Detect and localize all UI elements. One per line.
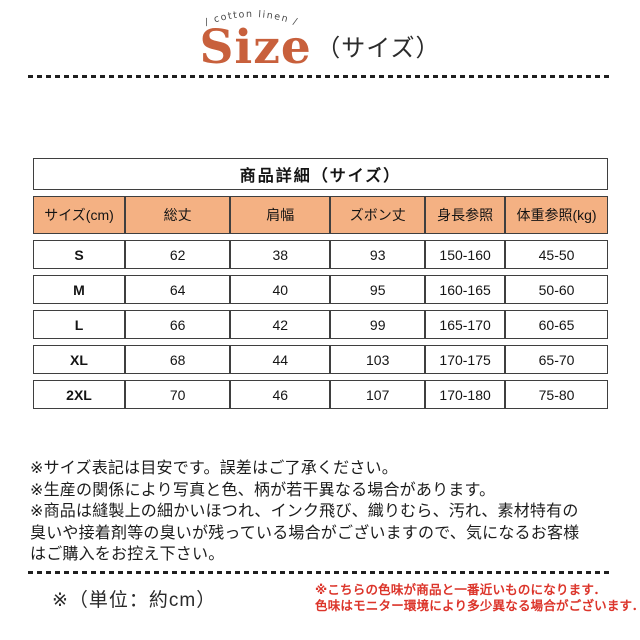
table-row: S 62 38 93 150-160 45-50 xyxy=(33,240,608,269)
value-cell: 170-180 xyxy=(425,380,506,409)
value-cell: 45-50 xyxy=(505,240,608,269)
value-cell: 150-160 xyxy=(425,240,506,269)
value-cell: 103 xyxy=(330,345,426,374)
value-cell: 160-165 xyxy=(425,275,506,304)
value-cell: 165-170 xyxy=(425,310,506,339)
value-cell: 60-65 xyxy=(505,310,608,339)
column-header: 肩幅 xyxy=(230,196,331,234)
dashed-divider-top xyxy=(28,75,612,78)
note-line: はご購入をお控え下さい。 xyxy=(30,546,225,563)
column-header: 身長参照 xyxy=(425,196,506,234)
size-label-cell: S xyxy=(33,240,125,269)
size-label-cell: M xyxy=(33,275,125,304)
value-cell: 66 xyxy=(125,310,231,339)
value-cell: 170-175 xyxy=(425,345,506,374)
page-title: Size xyxy=(199,20,312,75)
table-row: 2XL 70 46 107 170-180 75-80 xyxy=(33,380,608,409)
value-cell: 95 xyxy=(330,275,426,304)
unit-note: ※（単位：約cm） xyxy=(52,590,217,611)
value-cell: 68 xyxy=(125,345,231,374)
size-label-cell: L xyxy=(33,310,125,339)
color-note-line: ※こちらの色味が商品と一番近いものになります． xyxy=(315,583,607,597)
note-line: 臭いや接着剤等の臭いが残っている場合がございますので、気になるお客様 xyxy=(30,524,580,542)
table-row: M 64 40 95 160-165 50-60 xyxy=(33,275,608,304)
column-header: 総丈 xyxy=(125,196,231,234)
dashed-divider-footer xyxy=(28,571,612,574)
value-cell: 64 xyxy=(125,275,231,304)
note-line: ※商品は縫製上の細かいほつれ、インク飛び、織りむら、汚れ、素材特有の xyxy=(30,503,579,520)
size-label-cell: 2XL xyxy=(33,380,125,409)
value-cell: 40 xyxy=(230,275,331,304)
value-cell: 107 xyxy=(330,380,426,409)
table-row: XL 68 44 103 170-175 65-70 xyxy=(33,345,608,374)
value-cell: 65-70 xyxy=(505,345,608,374)
color-disclaimer: ※こちらの色味が商品と一番近いものになります． 色味はモニター環境により多少異なる… xyxy=(315,583,640,614)
table-row: L 66 42 99 165-170 60-65 xyxy=(33,310,608,339)
value-cell: 42 xyxy=(230,310,331,339)
table-title-row: 商品詳細（サイズ） xyxy=(33,158,608,190)
value-cell: 93 xyxy=(330,240,426,269)
value-cell: 75-80 xyxy=(505,380,608,409)
column-header: サイズ(cm) xyxy=(33,196,125,234)
cotton-linen-arc-decoration: / cotton linen / xyxy=(203,9,299,28)
column-header: ズボン丈 xyxy=(330,196,426,234)
size-label-cell: XL xyxy=(33,345,125,374)
value-cell: 99 xyxy=(330,310,426,339)
value-cell: 70 xyxy=(125,380,231,409)
value-cell: 38 xyxy=(230,240,331,269)
table-header-row: サイズ(cm) 総丈 肩幅 ズボン丈 身長参照 体重参照(kg) xyxy=(33,196,608,234)
color-note-line: 色味はモニター環境により多少異なる場合がございます． xyxy=(315,598,640,613)
arc-text: / cotton linen / xyxy=(203,9,299,28)
value-cell: 62 xyxy=(125,240,231,269)
page-title-kana: （サイズ） xyxy=(316,35,441,62)
value-cell: 50-60 xyxy=(505,275,608,304)
page-header: / cotton linen / Size （サイズ） xyxy=(0,0,640,71)
note-line: ※サイズ表記は目安です。誤差はご了承ください。 xyxy=(30,460,398,477)
caution-notes: ※サイズ表記は目安です。誤差はご了承ください。 ※生産の関係により写真と色、柄が若… xyxy=(30,458,620,566)
value-cell: 44 xyxy=(230,345,331,374)
size-title-group: / cotton linen / Size xyxy=(199,9,311,71)
value-cell: 46 xyxy=(230,380,331,409)
note-line: ※生産の関係により写真と色、柄が若干異なる場合があります。 xyxy=(30,481,496,499)
column-header: 体重参照(kg) xyxy=(505,196,608,234)
table-title: 商品詳細（サイズ） xyxy=(33,158,608,190)
